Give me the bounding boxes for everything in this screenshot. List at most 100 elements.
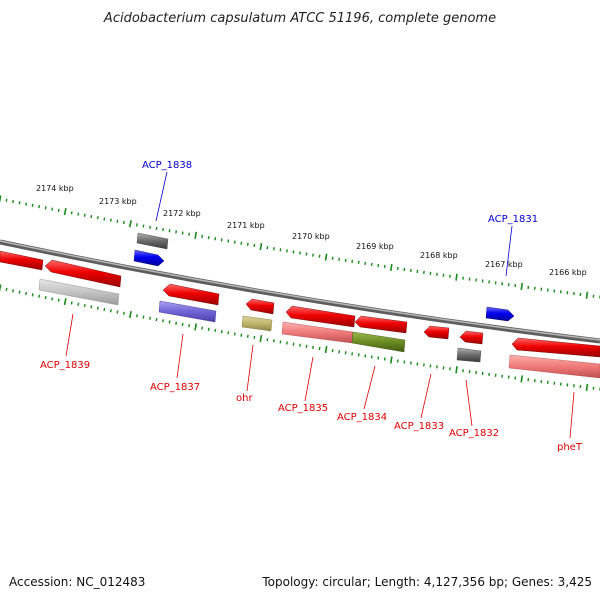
tick-label-2169: 2169 kbp <box>356 242 394 251</box>
inner-ruler-minor-tick <box>292 342 295 346</box>
gene-label-acp1838[interactable]: ACP_1838 <box>142 160 192 171</box>
outer-ruler-major-tick <box>324 253 328 261</box>
outer-ruler-minor-tick <box>220 238 223 242</box>
inner-ruler-minor-tick <box>83 303 86 308</box>
gene-acp1833[interactable] <box>423 325 450 340</box>
gene-acp1837[interactable] <box>162 283 220 306</box>
inner-ruler-minor-tick <box>220 330 223 334</box>
outer-ruler-minor-tick <box>5 198 8 202</box>
inner-ruler-minor-tick <box>109 309 112 313</box>
gene-acp1835[interactable] <box>285 305 356 328</box>
inner-ruler-minor-tick <box>279 340 282 344</box>
inner-ruler-minor-tick <box>90 305 93 309</box>
gene-red-1[interactable] <box>0 250 44 271</box>
outer-ruler-minor-tick <box>246 242 249 246</box>
inner-ruler-minor-tick <box>162 319 165 323</box>
outer-ruler-minor-tick <box>77 212 80 216</box>
feature-acp1834-green[interactable] <box>351 331 406 353</box>
outer-ruler-major-tick <box>585 291 589 299</box>
inner-ruler-minor-tick <box>12 289 15 293</box>
inner-ruler-minor-tick <box>116 310 119 314</box>
outer-ruler-minor-tick <box>168 229 171 233</box>
gene-label-phet[interactable]: pheT <box>557 442 583 453</box>
gene-label-acp1831[interactable]: ACP_1831 <box>488 214 538 225</box>
outer-ruler-minor-tick <box>70 211 73 215</box>
outer-ruler-minor-tick <box>227 239 230 243</box>
gene-label-ohr[interactable]: ohr <box>236 393 253 404</box>
inner-ruler-minor-tick <box>18 290 21 294</box>
genome-title: Acidobacterium capsulatum ATCC 51196, co… <box>103 11 496 26</box>
outer-ruler-minor-tick <box>135 223 138 227</box>
inner-ruler-major-tick <box>520 375 524 383</box>
inner-ruler-minor-tick <box>25 291 28 296</box>
outer-ruler-major-tick <box>389 263 393 272</box>
outer-ruler-major-tick <box>0 195 2 203</box>
gene-acp1838[interactable] <box>133 249 165 267</box>
inner-ruler-minor-tick <box>175 321 178 325</box>
outer-ruler-minor-tick <box>162 227 164 232</box>
inner-ruler-minor-tick <box>70 301 73 305</box>
inner-ruler-major-tick <box>389 356 393 364</box>
outer-ruler-major-tick <box>259 242 263 251</box>
inner-ruler-minor-tick <box>38 294 41 298</box>
inner-ruler-minor-tick <box>155 317 158 322</box>
outer-ruler-minor-tick <box>233 240 236 244</box>
gene-label-acp1837[interactable]: ACP_1837 <box>150 382 200 393</box>
outer-ruler-minor-tick <box>149 225 151 229</box>
gene-label-acp1835[interactable]: ACP_1835 <box>278 403 328 414</box>
tick-label-2171: 2171 kbp <box>227 221 265 230</box>
gene-label-acp1834[interactable]: ACP_1834 <box>337 412 387 423</box>
tick-label-2172: 2172 kbp <box>163 209 201 218</box>
forward-strand-features <box>133 232 515 322</box>
outer-ruler-minor-tick <box>175 230 178 234</box>
outer-ruler-minor-tick <box>122 220 125 225</box>
outer-ruler-minor-tick <box>103 217 106 221</box>
connector-ohr <box>246 344 254 392</box>
feature-acp1837-purple[interactable] <box>158 300 217 323</box>
tick-label-2174: 2174 kbp <box>36 184 74 193</box>
inner-ruler-minor-tick <box>188 324 191 328</box>
connector-acp1837 <box>176 333 184 379</box>
inner-ruler-minor-tick <box>44 295 47 300</box>
outer-ruler-minor-tick <box>142 224 145 228</box>
inner-ruler-minor-tick <box>5 287 8 292</box>
gene-label-acp1832[interactable]: ACP_1832 <box>449 428 499 439</box>
outer-ruler-minor-tick <box>31 203 34 207</box>
inner-ruler-major-tick <box>455 366 458 374</box>
gene-acp1832[interactable] <box>459 330 484 345</box>
tick-label-2170: 2170 kbp <box>292 232 330 241</box>
gene-phet[interactable] <box>511 337 600 358</box>
feature-acp1839-gray[interactable] <box>38 278 120 306</box>
outer-ruler-minor-tick <box>214 237 217 241</box>
outer-ruler-minor-tick <box>57 208 60 212</box>
feature-phet-salmon[interactable] <box>508 354 600 379</box>
connector-acp1835 <box>304 356 314 402</box>
inner-ruler-minor-tick <box>246 334 249 338</box>
gene-ohr[interactable] <box>245 298 275 315</box>
gene-acp1831[interactable] <box>485 306 515 322</box>
inner-tick-ruler <box>0 284 600 391</box>
feature-acp1832-gray[interactable] <box>456 347 482 363</box>
inner-ruler-minor-tick <box>214 328 217 333</box>
outer-ruler-minor-tick <box>38 205 41 209</box>
connector-acp1834 <box>363 365 376 410</box>
outer-ruler-major-tick <box>520 282 524 291</box>
feature-acp1838-gray[interactable] <box>136 232 169 250</box>
gene-acp1839[interactable] <box>44 259 122 288</box>
tick-label-2168: 2168 kbp <box>420 251 458 260</box>
outer-ruler-minor-tick <box>207 236 210 240</box>
gene-labels: ACP_1838 ACP_1831 ACP_1839 ACP_1837 ohr … <box>40 160 583 453</box>
gene-label-acp1833[interactable]: ACP_1833 <box>394 421 444 432</box>
inner-ruler-minor-tick <box>168 320 171 324</box>
feature-ohr-olive[interactable] <box>241 315 273 332</box>
gene-acp1834[interactable] <box>354 315 408 334</box>
outer-ruler-minor-tick <box>188 232 191 236</box>
inner-ruler-minor-tick <box>266 338 269 342</box>
inner-ruler-minor-tick <box>96 306 99 310</box>
gene-label-acp1839[interactable]: ACP_1839 <box>40 360 90 371</box>
genome-backbone-highlight <box>0 240 600 341</box>
outer-ruler-minor-tick <box>181 231 184 235</box>
outer-ruler-minor-tick <box>44 206 47 210</box>
inner-ruler-major-tick <box>324 346 328 354</box>
